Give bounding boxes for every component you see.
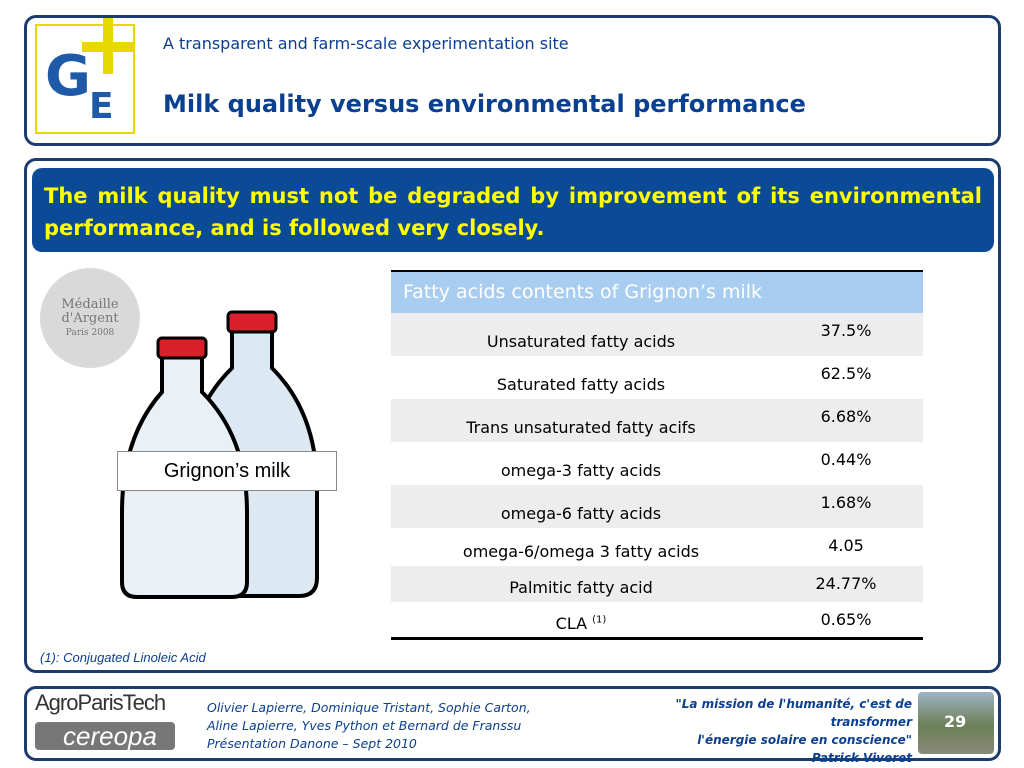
row-name-text: omega-6/omega 3 fatty acids (462, 542, 700, 561)
table-rule (391, 270, 923, 272)
author-line: Olivier Lapierre, Dominique Tristant, So… (207, 700, 531, 715)
table-row: Saturated fatty acids 62.5% (391, 356, 923, 399)
table-row: omega-3 fatty acids 0.44% (391, 442, 923, 485)
row-name: omega-3 fatty acids (391, 461, 771, 480)
note-mark: (1) (592, 614, 607, 626)
header-box (24, 15, 1001, 146)
table-row: Palmitic fatty acid 24.77% (391, 566, 923, 602)
quote: "La mission de l'humanité, c'est de tran… (590, 695, 912, 767)
medal-text: Paris 2008 (65, 328, 115, 338)
footer-box (24, 686, 1001, 761)
row-value: 0.44% (820, 450, 872, 469)
row-value: 4.05 (828, 536, 864, 555)
quote-line: Patrick Viveret (811, 751, 912, 765)
subtitle: A transparent and farm-scale experimenta… (163, 34, 569, 53)
row-name: omega-6/omega 3 fatty acids (391, 542, 771, 561)
row-value: 1.68% (820, 493, 872, 512)
author-line: Présentation Danone – Sept 2010 (207, 736, 417, 751)
table-row: Trans unsaturated fatty acifs 6.68% (391, 399, 923, 442)
row-value: 0.65% (820, 610, 872, 629)
logo-letter: E (89, 86, 114, 127)
medal: Médaille d'Argent Paris 2008 (40, 268, 140, 368)
row-value: 24.77% (815, 574, 877, 593)
content-box (24, 158, 1001, 673)
photo (918, 692, 994, 754)
title: Milk quality versus environmental perfor… (163, 90, 806, 118)
logo: G E (35, 18, 135, 134)
table-header: Fatty acids contents of Grignon’s milk (391, 272, 923, 313)
logo-plus (82, 42, 134, 52)
row-name-text: omega-6 fatty acids (500, 504, 662, 523)
row-value: 62.5% (820, 364, 872, 383)
table-row: omega-6 fatty acids 1.68% (391, 485, 923, 528)
row-name: Saturated fatty acids (391, 375, 771, 394)
row-name: Trans unsaturated fatty acifs (391, 418, 771, 437)
row-name: CLA (1) (391, 614, 771, 633)
row-name: omega-6 fatty acids (391, 504, 771, 523)
footnote: (1): Conjugated Linoleic Acid (40, 650, 206, 665)
medal-text: d'Argent (61, 311, 119, 326)
quote-line: "La mission de l'humanité, c'est de tran… (675, 697, 912, 729)
logo-letter: G (45, 44, 91, 109)
slide-number: 29 (944, 712, 967, 731)
row-name-text: Unsaturated fatty acids (486, 332, 676, 351)
row-name: Unsaturated fatty acids (391, 332, 771, 351)
table-row: omega-6/omega 3 fatty acids 4.05 (391, 528, 923, 566)
banner: The milk quality must not be degraded by… (32, 168, 994, 252)
logo-cereopa: cereopa (35, 722, 175, 750)
author-line: Aline Lapierre, Yves Python et Bernard d… (207, 718, 522, 733)
row-name-text: Palmitic fatty acid (509, 578, 653, 597)
row-name: Palmitic fatty acid (391, 578, 771, 597)
row-name-text: CLA (555, 614, 588, 633)
row-name-text: omega-3 fatty acids (500, 461, 662, 480)
row-value: 6.68% (820, 407, 872, 426)
quote-line: l'énergie solaire en conscience" (697, 733, 912, 747)
medal-text: Médaille (61, 297, 119, 312)
table-row: CLA (1) 0.65% (391, 602, 923, 638)
table-row: Unsaturated fatty acids 37.5% (391, 313, 923, 356)
bottle-label: Grignon’s milk (117, 451, 337, 491)
row-value: 37.5% (820, 321, 872, 340)
row-name-text: Saturated fatty acids (496, 375, 666, 394)
authors: Olivier Lapierre, Dominique Tristant, So… (207, 699, 531, 753)
table-rule (391, 637, 923, 640)
bottles (120, 310, 319, 599)
logo-agro: AgroParisTech (35, 690, 166, 715)
row-name-text: Trans unsaturated fatty acifs (466, 418, 696, 437)
